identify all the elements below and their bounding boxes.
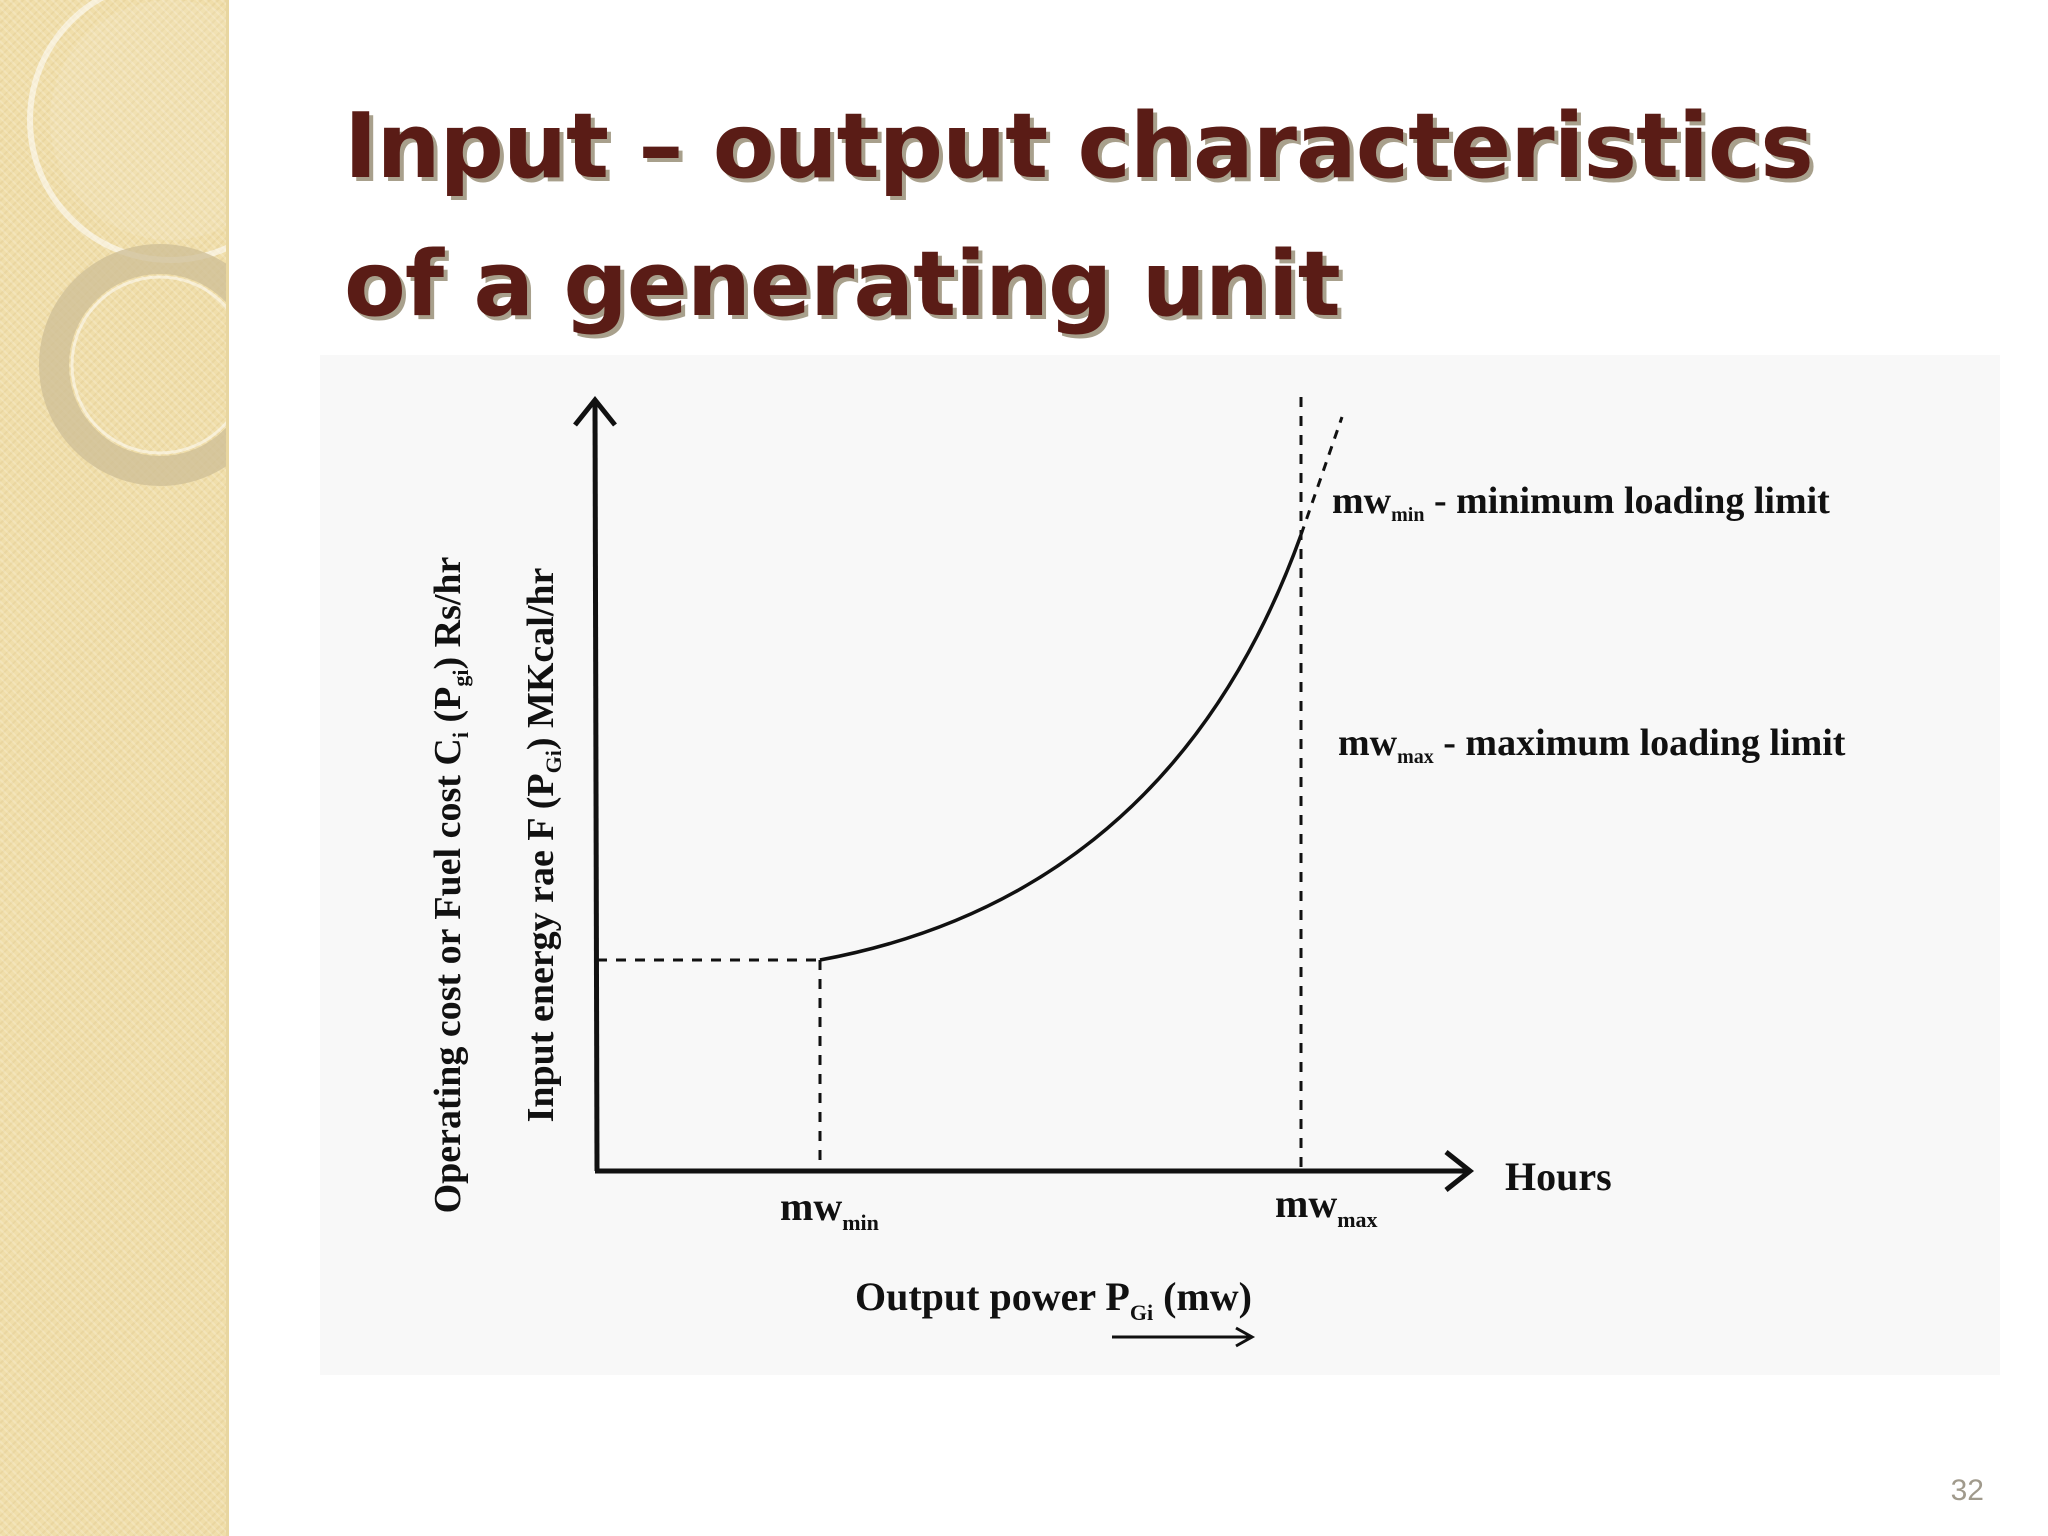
y-axis-label-inner: Input energy rae F (PGi) MKcal/hr xyxy=(520,567,566,1122)
page-number: 32 xyxy=(1950,1474,1984,1507)
title-line-2: of a generating unit xyxy=(344,232,1341,337)
legend-mwmin: mwmin - minimum loading limit xyxy=(1332,480,1830,526)
input-output-curve xyxy=(819,534,1303,962)
y-axis-label-outer: Operating cost or Fuel cost Ci (Pgi) Rs/… xyxy=(427,556,473,1213)
legend-mwmax: mwmax - maximum loading limit xyxy=(1338,722,1846,768)
title-line-1: Input – output characteristics xyxy=(344,94,1814,199)
io-characteristic-figure: Operating cost or Fuel cost Ci (Pgi) Rs/… xyxy=(320,355,2000,1375)
tick-label-mwmax: mwmax xyxy=(1275,1181,1378,1232)
tick-label-mwmin: mwmin xyxy=(780,1184,879,1235)
x-label-arrowhead xyxy=(1235,1326,1256,1348)
x-arrow-label-hours: Hours xyxy=(1505,1154,1612,1199)
y-axis xyxy=(592,402,600,1172)
slide-title: Input – output characteristics of a gene… xyxy=(344,78,1984,354)
y-axis-arrowhead xyxy=(573,395,617,427)
decorative-rings xyxy=(27,0,228,486)
x-axis-label: Output power PGi (mw) xyxy=(855,1274,1252,1325)
sidebar-divider xyxy=(226,0,229,1536)
x-axis-arrowhead xyxy=(1444,1150,1475,1192)
curve-extension-dashed xyxy=(1299,416,1344,536)
io-characteristic-diagram: Operating cost or Fuel cost Ci (Pgi) Rs/… xyxy=(427,395,1846,1348)
decorative-sidebar xyxy=(0,0,228,1536)
